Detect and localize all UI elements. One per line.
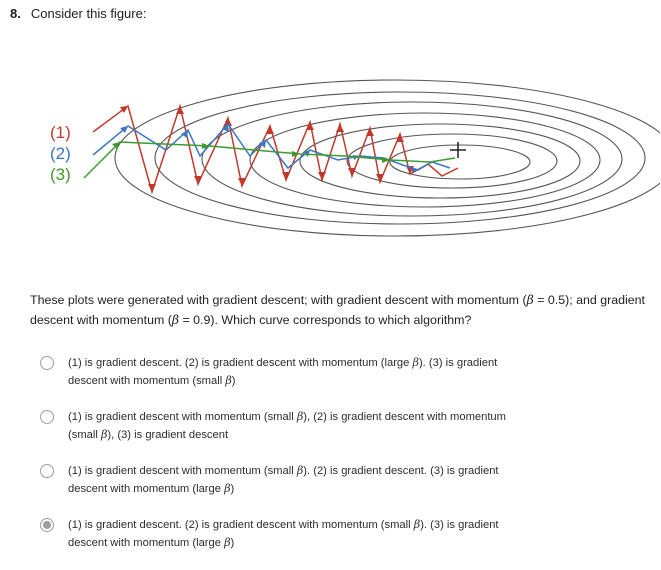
radio-button[interactable] — [40, 464, 54, 478]
curve-label-2: (2) — [50, 144, 71, 163]
question-body: These plots were generated with gradient… — [30, 290, 645, 330]
answer-option-4[interactable]: (1) is gradient descent. (2) is gradient… — [40, 516, 640, 552]
question-body-line1: These plots were generated with gradient… — [30, 293, 527, 307]
curve-2-path — [92, 122, 451, 171]
question-body-beta1: = 0.5); and gradient — [533, 293, 645, 307]
option-text: (1) is gradient descent. (2) is gradient… — [68, 518, 499, 549]
question-prompt: Consider this figure: — [30, 6, 147, 21]
question-body-line2: descent with momentum ( — [30, 313, 172, 327]
answer-option-1[interactable]: (1) is gradient descent. (2) is gradient… — [40, 354, 640, 390]
contour-lines — [114, 79, 661, 237]
contour-ellipse-5 — [299, 123, 581, 199]
contour-ellipse-3 — [201, 101, 623, 217]
option-text: (1) is gradient descent. (2) is gradient… — [68, 356, 498, 387]
contour-ellipse-4 — [249, 112, 601, 208]
option-text: (1) is gradient descent with momentum (s… — [68, 464, 499, 495]
curve-3-arrowheads — [112, 142, 390, 163]
contour-ellipse-2 — [154, 91, 646, 225]
curve-label-3: (3) — [50, 165, 71, 184]
curve-1-arrowheads — [120, 106, 414, 192]
answer-option-3[interactable]: (1) is gradient descent with momentum (s… — [40, 462, 640, 498]
question-header: 8. Consider this figure: — [10, 6, 146, 21]
radio-button[interactable] — [40, 410, 54, 424]
answer-option-2[interactable]: (1) is gradient descent with momentum (s… — [40, 408, 640, 444]
curve-3-path — [83, 141, 456, 179]
question-body-beta2: = 0.9). Which curve corresponds to which… — [179, 313, 472, 327]
contour-plot: (1) (2) (3) — [50, 79, 661, 237]
contour-ellipse-6 — [346, 133, 558, 189]
option-text: (1) is gradient descent with momentum (s… — [68, 410, 506, 441]
question-number: 8. — [10, 6, 21, 21]
contour-ellipse-7 — [389, 144, 531, 180]
curve-1-path — [92, 103, 459, 195]
curve-label-1: (1) — [50, 123, 71, 142]
radio-button[interactable] — [40, 356, 54, 370]
beta-symbol: β — [171, 312, 180, 327]
optimum-plus-icon — [450, 142, 466, 158]
contour-ellipse-1 — [114, 79, 661, 237]
answer-options: (1) is gradient descent. (2) is gradient… — [40, 354, 640, 570]
curve-2-arrowheads — [120, 124, 418, 172]
beta-symbol: β — [526, 292, 534, 307]
contour-figure: (1) (2) (3) — [40, 60, 661, 300]
radio-button-selected[interactable] — [40, 518, 54, 532]
